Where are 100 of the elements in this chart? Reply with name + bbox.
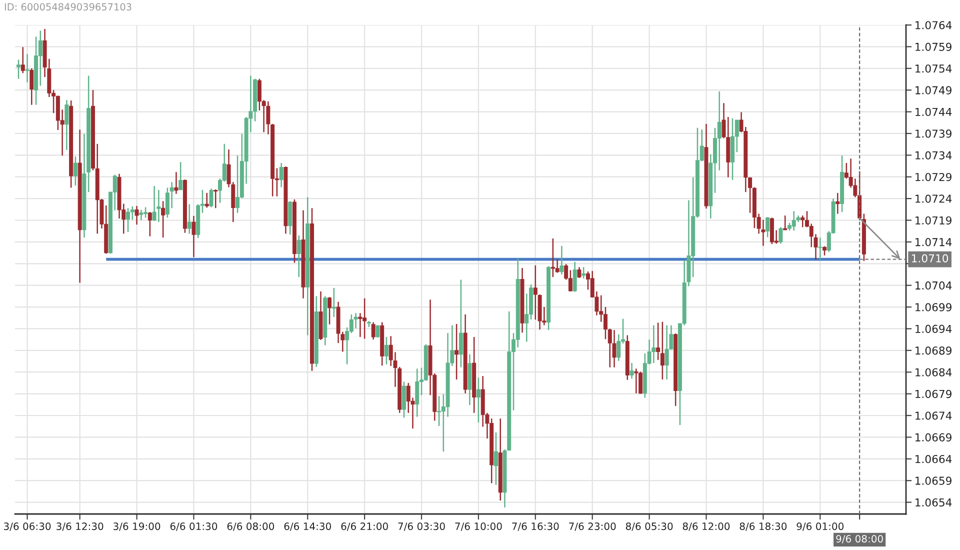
candlestick xyxy=(458,279,463,368)
x-tick-label: 7/6 16:30 xyxy=(512,522,559,531)
candlestick xyxy=(652,324,656,364)
candlestick xyxy=(20,46,25,74)
candlestick xyxy=(836,192,840,214)
candlestick xyxy=(476,377,480,424)
candlestick xyxy=(204,192,209,208)
candlestick xyxy=(38,30,42,86)
candlestick xyxy=(376,324,380,338)
candlestick xyxy=(454,323,459,380)
y-tick-label: 1.0724 xyxy=(916,194,952,203)
candlestick xyxy=(178,161,183,191)
candlestick xyxy=(358,312,362,338)
candlestick xyxy=(139,209,144,221)
y-tick-label: 1.0749 xyxy=(916,86,952,94)
candlestick xyxy=(800,214,805,228)
candlestick xyxy=(582,266,586,280)
candlestick xyxy=(130,206,134,220)
candlestick xyxy=(187,204,192,234)
candlestick xyxy=(332,287,336,318)
candlestick xyxy=(778,226,783,244)
y-tick-label: 1.0714 xyxy=(916,238,952,246)
x-tick-label: 8/6 05:30 xyxy=(626,522,673,531)
candlestick xyxy=(214,188,218,209)
candlestick xyxy=(630,362,634,380)
candlestick xyxy=(73,156,78,186)
candlestick xyxy=(64,99,69,151)
candlestick xyxy=(152,185,156,222)
y-tick-label: 1.0704 xyxy=(916,281,952,290)
candlestick xyxy=(209,188,214,208)
y-tick-label: 1.0759 xyxy=(916,42,952,51)
y-tick-label: 1.0674 xyxy=(916,412,952,420)
candlestick xyxy=(402,381,406,418)
candlestick xyxy=(783,214,788,231)
y-tick-label: 1.0739 xyxy=(916,130,952,138)
x-tick-label: 3/6 19:00 xyxy=(113,522,160,531)
candlestick xyxy=(577,266,582,279)
y-tick-label: 1.0664 xyxy=(916,454,952,464)
candlestick xyxy=(354,312,358,329)
x-tick-label: 6/6 14:30 xyxy=(284,522,331,531)
y-tick-label: 1.0729 xyxy=(916,172,952,182)
x-tick-label: 3/6 06:30 xyxy=(4,522,51,531)
y-tick-label: 1.0694 xyxy=(916,324,952,333)
candlestick xyxy=(818,236,822,260)
candlestick xyxy=(288,200,292,236)
candlestick xyxy=(656,322,660,361)
candlestick xyxy=(156,189,161,223)
candlestick xyxy=(437,395,442,427)
y-tick-label: 1.0654 xyxy=(916,498,952,507)
candlestick xyxy=(134,205,139,226)
x-tick-label: 9/6 01:00 xyxy=(796,522,844,531)
x-tick-label: 8/6 18:30 xyxy=(740,522,787,531)
candlestick xyxy=(384,336,388,365)
x-tick-label: 7/6 03:30 xyxy=(398,522,445,531)
y-tick-label: 1.0699 xyxy=(916,303,952,312)
x-tick-label: 7/6 23:00 xyxy=(569,522,616,531)
candlestick xyxy=(161,200,166,238)
candlestick xyxy=(717,90,722,171)
candlestick xyxy=(126,207,130,233)
candlestick xyxy=(279,162,284,188)
y-tick-label: 1.0734 xyxy=(916,151,952,160)
x-tick-label: 7/6 10:00 xyxy=(455,522,502,531)
candlestick xyxy=(822,246,827,256)
candlestick xyxy=(328,296,332,326)
candlestick xyxy=(616,334,621,362)
candlestick xyxy=(148,211,152,237)
candlestick xyxy=(25,53,30,83)
candlestick xyxy=(494,432,498,486)
candlestick xyxy=(560,245,564,276)
candlestick xyxy=(192,215,196,258)
y-tick-label: 1.0764 xyxy=(916,21,952,30)
y-tick-label: 1.0679 xyxy=(916,390,952,398)
candlestick xyxy=(634,368,638,394)
candlestick xyxy=(664,324,669,380)
x-tick-label: 6/6 21:00 xyxy=(341,522,388,531)
candlestick xyxy=(30,68,34,106)
text: ID: 600054849039657103 xyxy=(4,3,132,11)
y-tick-label: 1.0684 xyxy=(916,368,952,376)
candlestick xyxy=(174,171,178,194)
x-tick-label: 3/6 12:30 xyxy=(56,522,104,531)
candlestick xyxy=(371,322,376,340)
y-tick-label: 1.0669 xyxy=(916,433,952,442)
candlestick xyxy=(236,154,240,214)
candlestick xyxy=(612,329,616,368)
candlestick xyxy=(415,368,420,418)
y-tick-label: 1.0719 xyxy=(916,216,952,225)
x-tick-label: 6/6 08:00 xyxy=(227,522,274,531)
candlestick xyxy=(568,270,572,292)
ref-line-label: 1.0710 xyxy=(912,254,948,262)
y-tick-label: 1.0659 xyxy=(916,476,952,485)
candlestick xyxy=(572,261,577,292)
x-tick-label: 9/6 08:00 xyxy=(836,535,883,544)
candlestick xyxy=(16,59,20,80)
y-tick-label: 1.0744 xyxy=(916,108,952,116)
x-tick-label: 8/6 12:00 xyxy=(682,522,730,531)
candlestick xyxy=(296,234,301,278)
candlestick xyxy=(660,321,664,380)
candlestick xyxy=(555,258,560,274)
x-tick-label: 6/6 01:30 xyxy=(170,522,218,531)
candlestick xyxy=(766,216,770,238)
